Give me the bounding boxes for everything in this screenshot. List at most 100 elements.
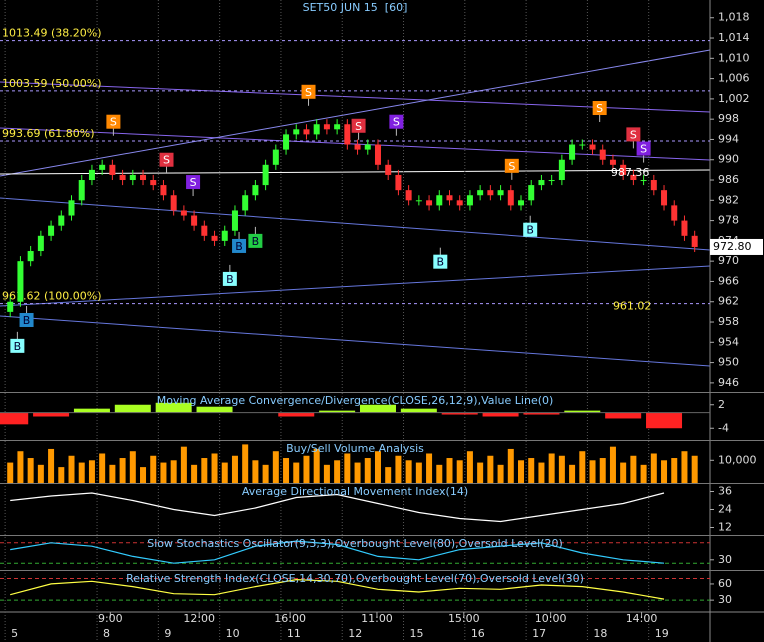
candle-body — [191, 215, 198, 226]
volume-bar — [221, 462, 228, 483]
candle-body — [140, 174, 147, 181]
trend-lines — [0, 49, 711, 367]
signal-label: S — [508, 160, 515, 173]
day-label: 10 — [226, 627, 240, 640]
volume-bar — [558, 455, 565, 483]
volume-bar — [17, 451, 24, 483]
macd-bar — [278, 412, 315, 417]
signal-marker — [19, 312, 34, 327]
y-tick-label: 1,018 — [718, 11, 750, 24]
candle-body — [344, 124, 351, 145]
y-tick-label: 982 — [718, 193, 739, 206]
time-label: 12:00 — [183, 612, 215, 625]
candle-body — [201, 225, 208, 236]
volume-bar — [405, 460, 412, 483]
y-tick-label: 998 — [718, 112, 739, 125]
signal-label: S — [355, 120, 362, 133]
macd-bar — [196, 406, 233, 413]
candle-body — [507, 190, 514, 206]
volume-bar — [487, 455, 494, 483]
y-tick-label: 990 — [718, 153, 739, 166]
macd-bar — [73, 408, 110, 413]
volume-bar — [599, 458, 606, 483]
candle-body — [170, 195, 177, 211]
candle-body — [487, 190, 494, 196]
y-tick-label: 1,010 — [718, 51, 750, 64]
volume-bar — [303, 455, 310, 483]
candle-body — [211, 235, 218, 241]
candle-body — [426, 200, 433, 206]
signal-label: S — [190, 176, 197, 189]
volume-bar — [7, 462, 14, 483]
volume-bar — [262, 464, 269, 483]
candle-body — [538, 180, 545, 186]
candle-body — [599, 149, 606, 160]
candle-body — [436, 195, 443, 206]
candle-body — [630, 174, 637, 181]
volume-bar — [650, 453, 657, 483]
volume-bar — [374, 451, 381, 483]
candle-body — [303, 129, 310, 135]
volume-bar — [313, 448, 320, 483]
y-tick-label: 1,002 — [718, 92, 750, 105]
signal-label: B — [226, 273, 234, 286]
price-annotation: 961.02 — [613, 300, 652, 313]
volume-bar — [518, 460, 525, 483]
candle-body — [313, 124, 320, 135]
candle-body — [293, 129, 300, 135]
y-tick-label: 12 — [718, 521, 732, 534]
signal-marker — [232, 238, 247, 253]
trend-line — [0, 315, 711, 367]
volume-bar — [609, 446, 616, 483]
day-label: 19 — [655, 627, 669, 640]
volume-bar — [395, 455, 402, 483]
candle-body — [650, 180, 657, 191]
volume-bar — [48, 448, 55, 483]
last-price-box — [710, 238, 763, 255]
volume-bar — [283, 458, 290, 483]
volume-bar — [538, 462, 545, 483]
time-label: 16:00 — [274, 612, 306, 625]
signal-label: S — [163, 154, 170, 167]
volume-bar — [415, 462, 422, 483]
trend-line — [0, 81, 711, 113]
day-label: 18 — [593, 627, 607, 640]
y-tick-label: 978 — [718, 214, 739, 227]
panel-title: SET50 JUN 15 [60] — [303, 1, 408, 14]
candle-body — [17, 261, 24, 302]
candle-body — [497, 190, 504, 196]
candle-body — [466, 195, 473, 206]
day-label: 5 — [11, 627, 18, 640]
panel-title: Buy/Sell Volume Analysis — [286, 442, 424, 455]
candle-body — [354, 144, 361, 150]
volume-bar — [150, 455, 157, 483]
macd-bar — [319, 410, 356, 413]
y-tick-label: 30 — [718, 553, 732, 566]
y-tick-label: 994 — [718, 132, 739, 145]
signal-marker — [159, 152, 174, 167]
volume-bar — [661, 460, 668, 483]
candle-body — [528, 185, 535, 201]
volume-bar — [211, 453, 218, 483]
candle-body — [558, 159, 565, 181]
candle-body — [48, 225, 55, 236]
candle-body — [109, 164, 116, 175]
indicator-line — [10, 578, 665, 600]
y-tick-label: 2 — [718, 398, 725, 411]
volume-bar — [160, 462, 167, 483]
signal-marker — [636, 141, 651, 156]
signal-label: S — [640, 143, 647, 156]
candle-body — [620, 164, 627, 175]
signal-label: B — [252, 235, 260, 248]
y-tick-label: 962 — [718, 295, 739, 308]
volume-bar — [630, 455, 637, 483]
candle-body — [395, 174, 402, 191]
y-tick-label: 970 — [718, 254, 739, 267]
macd-bar — [400, 408, 437, 413]
macd-bar — [564, 410, 601, 413]
candle-body — [609, 159, 616, 165]
volume-bar — [620, 462, 627, 483]
candle-body — [589, 144, 596, 150]
fib-label: 993.69 (61.80%) — [2, 127, 95, 140]
fib-label: 1003.59 (50.00%) — [2, 77, 102, 90]
